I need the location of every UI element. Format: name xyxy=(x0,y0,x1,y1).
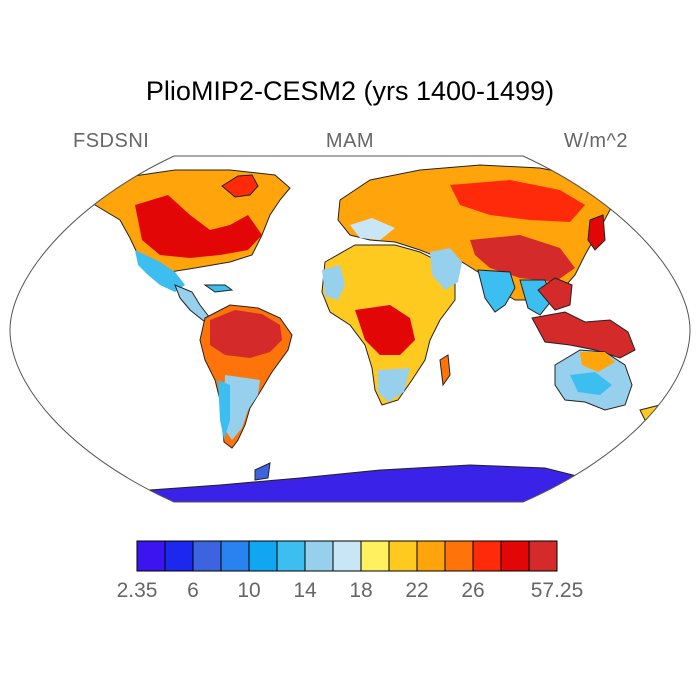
season-label: MAM xyxy=(325,130,375,152)
globe-outline xyxy=(9,155,691,503)
antarctica-peninsula xyxy=(254,462,271,481)
australia-interior-cool xyxy=(570,372,612,395)
colorbar-labels: 2.35 6 10 14 18 22 26 57.25 xyxy=(117,579,584,602)
colorbar-cell xyxy=(332,540,362,572)
north-america-hot-zone xyxy=(135,195,262,258)
colorbar-tick-label: 6 xyxy=(187,579,199,602)
east-asia-hot-zone xyxy=(537,277,573,311)
colorbar-cell xyxy=(444,540,474,572)
siberia-hot-zone xyxy=(450,180,585,222)
maritime-asia-region xyxy=(531,311,636,359)
caribbean-islands xyxy=(203,284,234,293)
colorbar-cell xyxy=(304,540,334,572)
madagascar xyxy=(439,354,451,387)
colorbar-cell xyxy=(360,540,390,572)
australia-north-warm xyxy=(580,352,615,372)
colorbar-tick-label: 26 xyxy=(461,579,484,602)
colorbar-cells xyxy=(136,540,558,572)
map-title: PlioMIP2-CESM2 (yrs 1400-1499) xyxy=(145,76,555,106)
colorbar-tick-label: 14 xyxy=(293,579,317,602)
north-america-southwest xyxy=(135,250,185,292)
colorbar-tick-label: 22 xyxy=(405,579,428,602)
central-africa-hot-zone xyxy=(355,305,415,355)
middle-east-cool xyxy=(430,248,462,290)
colorbar-cell xyxy=(388,540,418,572)
colorbar-cell xyxy=(416,540,446,572)
india-region xyxy=(477,269,516,313)
colorbar-cell xyxy=(220,540,250,572)
southern-africa-cool xyxy=(378,368,410,402)
tibet-hot-zone xyxy=(470,235,575,282)
europe-cool-band xyxy=(350,218,395,240)
colorbar-cell xyxy=(248,540,278,572)
japan-region xyxy=(587,214,606,251)
south-america-south xyxy=(224,375,260,440)
colorbar-tick-label: 57.25 xyxy=(531,579,584,602)
colorbar-cell xyxy=(528,540,558,572)
colorbar-tick-label: 2.35 xyxy=(117,579,158,602)
variable-label: FSDSNI xyxy=(73,130,150,152)
colorbar-cell xyxy=(500,540,530,572)
colorbar-tick-label: 18 xyxy=(349,579,372,602)
south-america-andes xyxy=(218,380,230,440)
amazon-hot-zone xyxy=(210,310,282,358)
units-label: W/m^2 xyxy=(563,130,628,152)
colorbar-cell xyxy=(192,540,222,572)
sahara-west-cool xyxy=(322,265,345,300)
colorbar-cell xyxy=(472,540,502,572)
colorbar-cell xyxy=(276,540,306,572)
greenland-region xyxy=(221,174,259,198)
colorbar-tick-label: 10 xyxy=(237,579,260,602)
colorbar-cell xyxy=(136,540,166,572)
colorbar-cell xyxy=(164,540,194,572)
